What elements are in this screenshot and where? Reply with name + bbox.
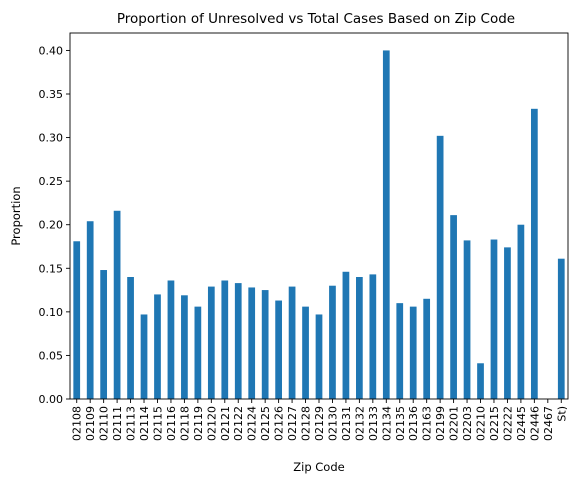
x-tick-label: 02132: [353, 406, 366, 441]
bar-02129: [315, 314, 323, 399]
y-tick-label: 0.40: [39, 44, 64, 57]
bar-02446: [530, 108, 538, 399]
x-tick-label: 02125: [259, 406, 272, 441]
bar-02127: [288, 286, 296, 399]
x-tick-label: 02128: [300, 406, 313, 441]
bar-02113: [127, 277, 134, 399]
x-tick-label: 02222: [501, 406, 514, 441]
plot-frame: [69, 32, 569, 400]
bar-02124: [248, 287, 256, 399]
y-tick-label: 0.05: [39, 349, 64, 362]
x-tick-label: 02116: [165, 406, 178, 441]
y-tick-label: 0.25: [39, 175, 64, 188]
bar-02121: [221, 280, 229, 399]
x-tick-label: 02115: [151, 406, 164, 441]
x-tick-label: 02445: [515, 406, 528, 441]
bar-02115: [154, 294, 161, 399]
bar-02130: [329, 285, 336, 399]
x-tick-label: 02127: [286, 406, 299, 441]
x-tick-label: 02215: [488, 406, 501, 441]
bar-02109: [86, 221, 94, 399]
bar-02131: [342, 271, 350, 399]
x-tick-label: 02113: [125, 406, 138, 441]
y-tick-label: 0.30: [39, 132, 64, 145]
bar-02135: [396, 303, 404, 399]
bar-02133: [369, 274, 377, 399]
x-tick-label: 02108: [71, 406, 84, 441]
x-tick-label: 02114: [138, 406, 151, 441]
bar-02116: [167, 280, 175, 399]
x-tick-label: 02201: [448, 406, 461, 441]
bar-02125: [261, 290, 269, 399]
x-tick-label: 02122: [232, 406, 245, 441]
bar-St): [557, 258, 565, 399]
x-tick-label: St): [555, 406, 568, 422]
bar-02110: [100, 270, 108, 399]
y-tick-label: 0.20: [39, 219, 64, 232]
x-tick-label: 02120: [205, 406, 218, 441]
x-tick-label: 02121: [219, 406, 232, 441]
y-axis-ticks: 0.00 0.05 0.10 0.15 0.20 0.25 0.30 0.35 0.40: [39, 44, 70, 406]
x-tick-label: 02110: [98, 406, 111, 441]
bar-02136: [409, 306, 417, 399]
bar-02445: [517, 224, 525, 399]
bars-group: [73, 50, 565, 400]
x-tick-label: 02111: [111, 406, 124, 441]
y-tick-label: 0.15: [39, 262, 64, 275]
x-tick-label: 02135: [394, 406, 407, 441]
bar-02199: [436, 135, 444, 399]
bar-02122: [234, 283, 242, 399]
x-tick-label: 02210: [475, 406, 488, 441]
x-tick-label: 02129: [313, 406, 326, 441]
x-tick-label: 02134: [380, 406, 393, 441]
bar-02120: [207, 286, 215, 399]
x-tick-label: 02199: [434, 406, 447, 441]
chart-title: Proportion of Unresolved vs Total Cases …: [117, 11, 515, 27]
x-tick-label: 02133: [367, 406, 380, 441]
y-tick-label: 0.10: [39, 306, 64, 319]
x-tick-label: 02126: [273, 406, 286, 441]
bar-02163: [423, 298, 431, 399]
x-axis-ticks: 02108 02109 02110 02111 02113 02114 02115 02116…: [71, 399, 568, 441]
bar-02201: [450, 215, 457, 399]
y-tick-label: 0.00: [39, 393, 64, 406]
bar-02119: [194, 306, 202, 399]
x-tick-label: 02136: [407, 406, 420, 441]
x-tick-label: 02467: [542, 406, 555, 441]
x-tick-label: 02163: [421, 406, 434, 441]
x-tick-label: 02446: [528, 406, 541, 441]
bar-02203: [463, 240, 471, 399]
x-axis-label: Zip Code: [293, 460, 344, 474]
y-tick-label: 0.35: [39, 88, 64, 101]
bar-02114: [140, 314, 148, 399]
bar-02108: [73, 241, 81, 399]
bar-02132: [356, 277, 363, 399]
bar-02128: [302, 306, 309, 399]
bar-02118: [181, 295, 188, 399]
bar-02134: [382, 50, 390, 400]
x-tick-label: 02124: [246, 406, 259, 441]
x-tick-label: 02131: [340, 406, 353, 441]
bar-02210: [477, 363, 484, 399]
x-tick-label: 02203: [461, 406, 474, 441]
y-axis-label: Proportion: [9, 186, 23, 245]
x-tick-label: 02109: [84, 406, 97, 441]
bar-02222: [504, 247, 511, 399]
x-tick-label: 02118: [178, 406, 191, 441]
bar-02111: [113, 210, 121, 399]
x-tick-label: 02119: [192, 406, 205, 441]
x-tick-label: 02130: [326, 406, 339, 441]
bar-02215: [490, 239, 498, 399]
bar-02126: [275, 300, 282, 399]
